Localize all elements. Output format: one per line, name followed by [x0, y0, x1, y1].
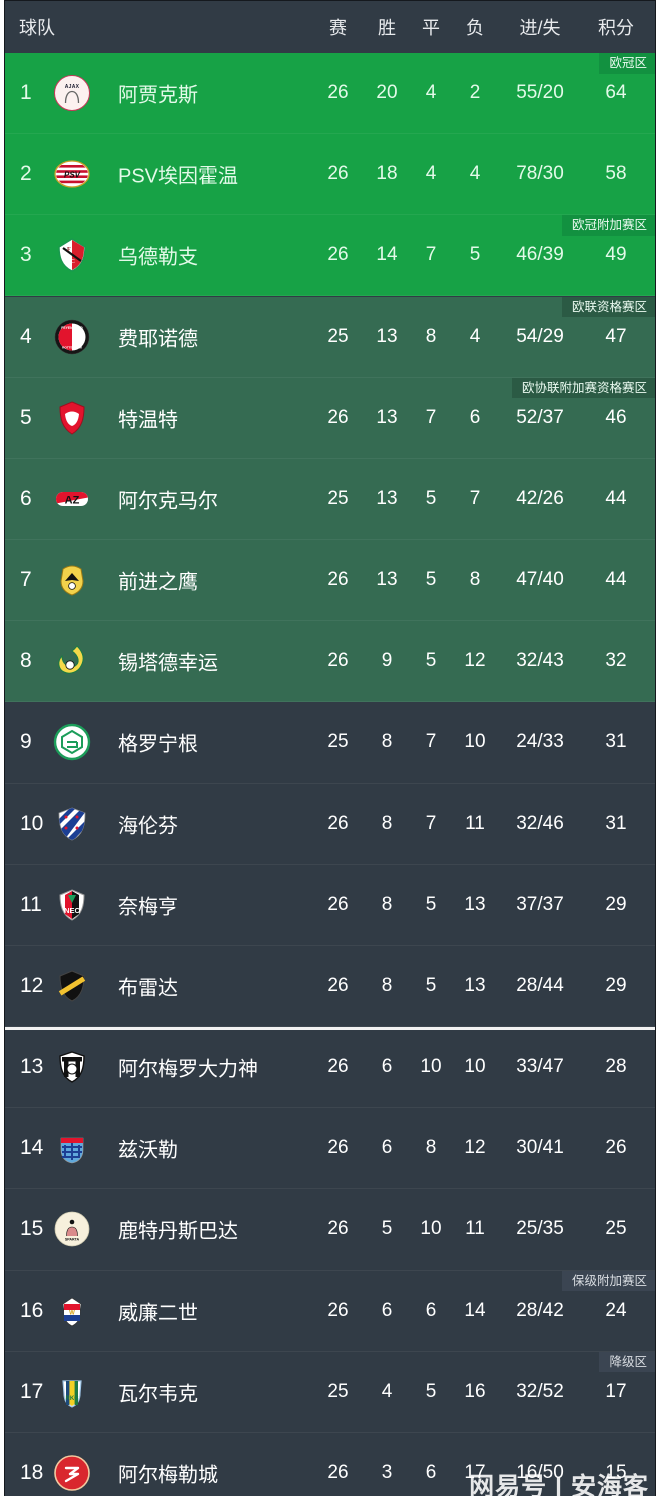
svg-text:AJAX: AJAX	[65, 84, 80, 90]
svg-text:SPARTA: SPARTA	[65, 1238, 80, 1242]
svg-text:NEC: NEC	[64, 906, 80, 915]
svg-text:C: C	[71, 259, 75, 265]
svg-text:AZ: AZ	[65, 494, 80, 506]
svg-text:RKC: RKC	[66, 1396, 80, 1402]
svg-text:W: W	[69, 1310, 75, 1316]
svg-text:F: F	[67, 247, 71, 253]
svg-text:FEYENOORD: FEYENOORD	[61, 326, 83, 330]
svg-text:ROTTERDAM: ROTTERDAM	[62, 345, 82, 349]
svg-text:PSV: PSV	[64, 171, 81, 180]
